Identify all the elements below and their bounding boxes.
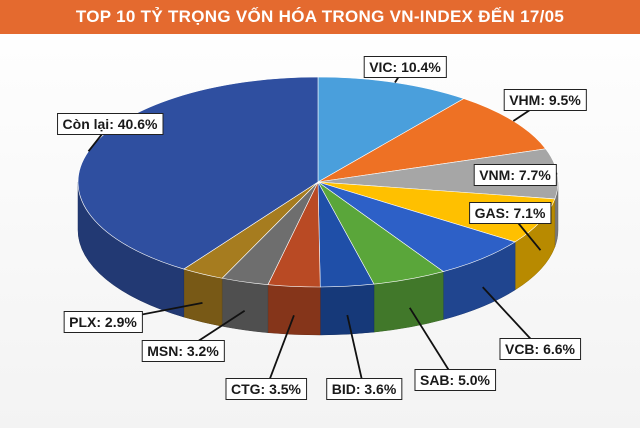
data-label-vcb: VCB: 6.6% bbox=[505, 341, 576, 357]
data-label-con-lai: Còn lại: 40.6% bbox=[63, 116, 158, 132]
data-label-vhm: VHM: 9.5% bbox=[509, 92, 581, 108]
data-label-box-vhm bbox=[503, 89, 587, 111]
data-label-plx: PLX: 2.9% bbox=[69, 314, 137, 330]
data-label-box-bid bbox=[326, 378, 403, 400]
data-label-vic: VIC: 10.4% bbox=[369, 59, 441, 75]
data-label-box-con-lai bbox=[57, 113, 164, 135]
chart-title: TOP 10 TỶ TRỌNG VỐN HÓA TRONG VN-INDEX Đ… bbox=[75, 7, 565, 26]
data-label-box-vnm bbox=[473, 164, 557, 186]
data-label-vnm: VNM: 7.7% bbox=[479, 167, 551, 183]
slice-wall-bid bbox=[320, 283, 375, 336]
data-label-box-sab bbox=[414, 369, 497, 391]
data-label-box-gas bbox=[469, 202, 552, 224]
data-label-box-plx bbox=[63, 311, 143, 333]
pie-slice-vhm bbox=[317, 98, 547, 183]
pie-slice-vic bbox=[317, 76, 465, 183]
leader-line-sab bbox=[408, 307, 456, 381]
slice-wall-plx bbox=[183, 268, 223, 327]
data-label-msn: MSN: 3.2% bbox=[147, 343, 219, 359]
data-label-gas: GAS: 7.1% bbox=[475, 205, 546, 221]
data-label-layer: VIC: 10.4% VHM: 9.5% VNM: 7.7% GAS: 7.1% VCB… bbox=[57, 56, 587, 400]
data-label-box-vic bbox=[363, 56, 447, 78]
data-label-sab: SAB: 5.0% bbox=[420, 372, 491, 388]
leader-line-bid bbox=[346, 314, 365, 390]
data-label-bid: BID: 3.6% bbox=[332, 381, 397, 397]
title-bar: TOP 10 TỶ TRỌNG VỐN HÓA TRONG VN-INDEX Đ… bbox=[0, 0, 640, 34]
slice-wall-msn bbox=[221, 277, 269, 333]
slice-wall-ctg bbox=[267, 284, 321, 336]
data-label-box-msn bbox=[141, 340, 225, 362]
data-label-ctg: CTG: 3.5% bbox=[231, 381, 302, 397]
leader-line-ctg bbox=[265, 314, 295, 390]
data-label-box-vcb bbox=[499, 338, 582, 360]
data-label-box-ctg bbox=[225, 378, 308, 400]
